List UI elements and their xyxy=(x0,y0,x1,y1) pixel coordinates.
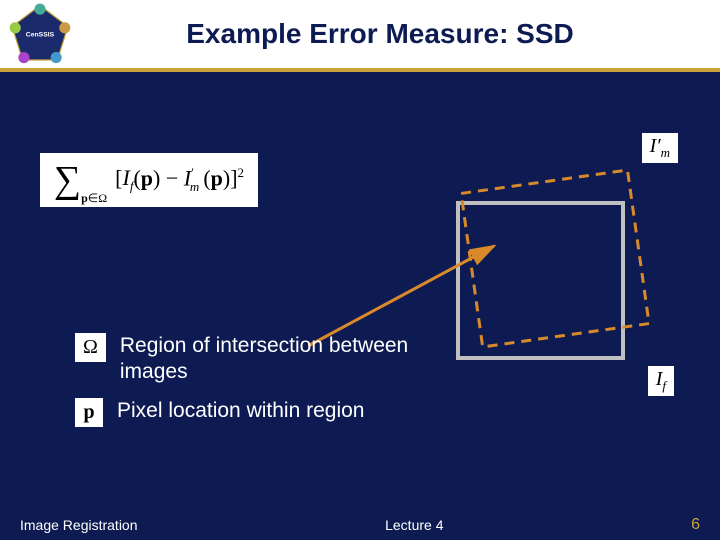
slide-content: ∑p∈Ω [If(p) − I′m(p)]2 I′m If Ω Region o… xyxy=(0,68,720,506)
omega-symbol: Ω xyxy=(75,333,106,362)
p-text: Pixel location within region xyxy=(117,398,364,424)
logo: CenSSIS xyxy=(0,0,80,68)
omega-text: Region of intersection between images xyxy=(120,333,420,386)
definition-p: p Pixel location within region xyxy=(75,398,364,427)
svg-text:CenSSIS: CenSSIS xyxy=(26,31,55,38)
overlap-diagram xyxy=(440,158,650,368)
slide-title: Example Error Measure: SSD xyxy=(80,18,720,50)
slide-header: CenSSIS Example Error Measure: SSD xyxy=(0,0,720,68)
fixed-image-label: If xyxy=(648,366,674,396)
slide-number: 6 xyxy=(691,516,700,534)
ssd-formula: ∑p∈Ω [If(p) − I′m(p)]2 xyxy=(40,153,258,207)
fixed-image-rect xyxy=(458,203,623,358)
footer-center: Lecture 4 xyxy=(138,517,692,533)
logo-pentagon-icon: CenSSIS xyxy=(9,3,71,65)
moving-image-rect-group xyxy=(461,170,649,347)
definition-omega: Ω Region of intersection between images xyxy=(75,333,420,386)
label-sub: f xyxy=(662,378,666,393)
moving-image-rect xyxy=(461,170,649,347)
p-symbol: p xyxy=(75,398,103,427)
footer-left: Image Registration xyxy=(20,517,138,533)
label-text: I′ xyxy=(650,135,661,157)
label-sub: m xyxy=(661,145,670,160)
slide-footer: Image Registration Lecture 4 6 xyxy=(0,510,720,540)
